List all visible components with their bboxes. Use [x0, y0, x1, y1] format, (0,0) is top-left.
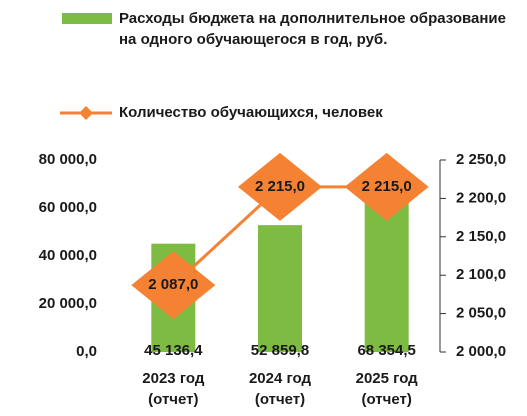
y-tick-label: 60 000,0	[39, 199, 97, 216]
y-tick-label: 80 000,0	[39, 151, 97, 168]
y2-tick-label: 2 100,0	[456, 266, 506, 283]
bar-value-label: 68 354,5	[357, 342, 415, 359]
y2-tick-label: 2 200,0	[456, 189, 506, 206]
bar-value-label: 52 859,8	[251, 342, 309, 359]
line-value-label: 2 215,0	[362, 178, 412, 195]
bar-value-label: 45 136,4	[144, 342, 203, 359]
legend-swatch	[62, 13, 112, 24]
line-marker	[344, 152, 429, 221]
y-tick-label: 20 000,0	[39, 295, 97, 312]
y2-tick-label: 2 150,0	[456, 228, 506, 245]
y-tick-label: 0,0	[76, 343, 97, 360]
legend-label: Количество обучающихся, человек	[119, 104, 383, 121]
y2-tick-label: 2 000,0	[456, 343, 506, 360]
legend-marker	[79, 106, 93, 120]
line-marker	[131, 251, 216, 320]
x-tick-label: 2023 год (отчет)	[142, 370, 205, 408]
y2-tick-label: 2 250,0	[456, 151, 506, 168]
line-marker	[238, 152, 322, 221]
y-tick-label: 40 000,0	[39, 247, 97, 264]
y2-tick-label: 2 050,0	[456, 305, 506, 322]
bar	[258, 225, 302, 352]
x-tick-label: 2024 год (отчет)	[248, 370, 312, 408]
x-tick-label: 2025 год (отчет)	[355, 370, 418, 408]
line-value-label: 2 215,0	[255, 178, 305, 195]
legend-label: Расходы бюджета на дополнительное образо…	[119, 10, 506, 48]
line-value-label: 2 087,0	[148, 276, 198, 293]
